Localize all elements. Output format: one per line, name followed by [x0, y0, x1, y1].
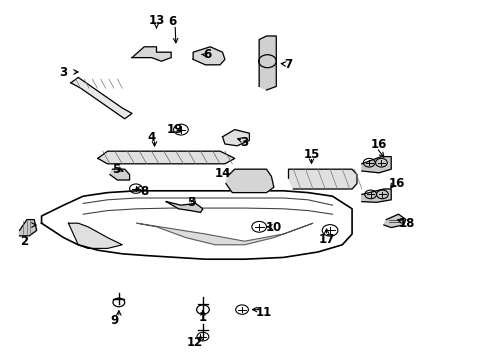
Polygon shape	[110, 169, 129, 180]
Text: 5: 5	[112, 163, 120, 176]
Text: 19: 19	[166, 123, 183, 136]
Text: 3: 3	[240, 136, 248, 149]
Text: 6: 6	[168, 15, 176, 28]
Polygon shape	[132, 47, 171, 61]
Polygon shape	[98, 151, 234, 164]
Polygon shape	[68, 223, 122, 248]
Polygon shape	[361, 189, 390, 202]
Text: 8: 8	[140, 185, 148, 198]
Text: 4: 4	[147, 131, 155, 144]
Text: 6: 6	[203, 48, 211, 61]
Polygon shape	[259, 36, 276, 90]
Text: 14: 14	[214, 167, 230, 180]
Polygon shape	[137, 223, 312, 245]
Text: 7: 7	[284, 58, 292, 71]
Polygon shape	[193, 47, 224, 65]
Text: 9: 9	[111, 314, 119, 327]
Polygon shape	[361, 157, 390, 173]
Text: 5: 5	[186, 196, 194, 209]
Text: 12: 12	[186, 336, 203, 348]
Polygon shape	[222, 130, 249, 146]
Text: 16: 16	[388, 177, 405, 190]
Text: 13: 13	[148, 14, 164, 27]
Polygon shape	[166, 202, 203, 212]
Text: 17: 17	[318, 233, 334, 246]
Text: 1: 1	[199, 311, 206, 324]
Text: 18: 18	[398, 217, 414, 230]
Text: 16: 16	[370, 138, 386, 150]
Polygon shape	[71, 77, 132, 119]
Polygon shape	[288, 169, 356, 189]
Text: 15: 15	[303, 148, 319, 161]
Text: 11: 11	[255, 306, 272, 319]
Text: 2: 2	[20, 235, 28, 248]
Text: 3: 3	[60, 66, 67, 78]
Polygon shape	[225, 169, 273, 193]
Polygon shape	[20, 220, 37, 236]
Polygon shape	[383, 214, 405, 228]
Text: 10: 10	[265, 221, 282, 234]
